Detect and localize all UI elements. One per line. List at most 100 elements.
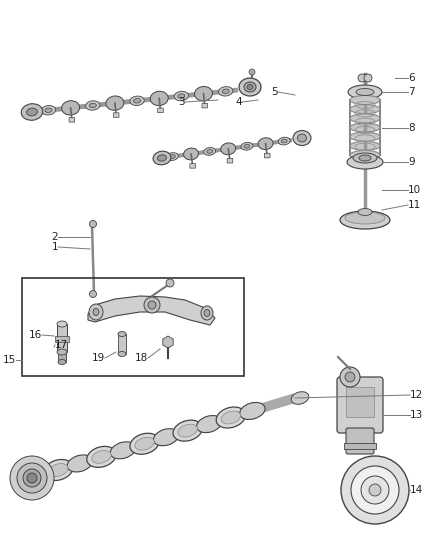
Text: 11: 11 (408, 200, 421, 210)
Circle shape (148, 301, 156, 309)
FancyBboxPatch shape (227, 158, 233, 163)
Bar (22, 278, 244, 376)
Circle shape (10, 456, 54, 500)
Circle shape (351, 466, 399, 514)
Text: 19: 19 (92, 353, 105, 363)
Ellipse shape (57, 321, 67, 327)
Ellipse shape (87, 446, 116, 467)
Ellipse shape (93, 309, 99, 316)
Ellipse shape (350, 132, 380, 141)
Ellipse shape (204, 310, 210, 317)
Ellipse shape (134, 99, 141, 103)
Ellipse shape (353, 153, 377, 163)
Text: 17: 17 (55, 340, 68, 350)
Ellipse shape (350, 150, 380, 159)
Ellipse shape (41, 106, 56, 115)
Ellipse shape (350, 95, 380, 104)
Ellipse shape (158, 155, 166, 161)
Circle shape (358, 74, 366, 82)
Circle shape (361, 476, 389, 504)
Ellipse shape (359, 155, 371, 161)
Ellipse shape (281, 139, 287, 143)
Circle shape (166, 279, 174, 287)
Ellipse shape (57, 349, 67, 355)
Ellipse shape (216, 407, 245, 428)
Text: 4: 4 (235, 97, 242, 107)
Ellipse shape (221, 411, 240, 424)
Text: 7: 7 (408, 87, 415, 97)
Circle shape (89, 290, 96, 297)
Ellipse shape (221, 143, 236, 155)
Text: 13: 13 (410, 410, 423, 420)
Ellipse shape (240, 402, 265, 419)
FancyBboxPatch shape (190, 164, 195, 168)
Ellipse shape (194, 86, 212, 101)
Text: 16: 16 (29, 330, 42, 340)
Ellipse shape (92, 450, 111, 463)
Ellipse shape (293, 131, 311, 146)
Ellipse shape (58, 359, 66, 365)
Ellipse shape (219, 86, 233, 96)
Ellipse shape (44, 459, 73, 481)
Text: 9: 9 (408, 157, 415, 167)
Ellipse shape (297, 134, 307, 142)
Text: 8: 8 (408, 123, 415, 133)
Circle shape (27, 473, 37, 483)
Ellipse shape (118, 332, 126, 336)
Circle shape (249, 69, 255, 75)
Ellipse shape (106, 96, 124, 110)
Ellipse shape (204, 148, 215, 155)
Ellipse shape (85, 101, 100, 110)
Ellipse shape (350, 123, 380, 132)
FancyBboxPatch shape (69, 117, 75, 122)
FancyBboxPatch shape (113, 113, 119, 117)
Ellipse shape (350, 104, 380, 114)
Ellipse shape (347, 155, 383, 169)
Ellipse shape (340, 211, 390, 229)
Bar (346, 387, 374, 417)
Ellipse shape (27, 108, 37, 116)
Ellipse shape (67, 455, 92, 472)
Circle shape (17, 463, 47, 493)
Ellipse shape (358, 208, 372, 215)
Ellipse shape (197, 416, 222, 433)
Circle shape (364, 74, 372, 82)
Ellipse shape (239, 78, 261, 96)
Circle shape (369, 484, 381, 496)
Ellipse shape (178, 424, 198, 437)
Ellipse shape (356, 88, 374, 95)
Ellipse shape (150, 91, 168, 106)
Text: 6: 6 (408, 73, 415, 83)
Ellipse shape (21, 104, 43, 120)
Ellipse shape (222, 89, 229, 93)
Text: 1: 1 (51, 242, 58, 252)
Text: 18: 18 (135, 353, 148, 363)
Ellipse shape (45, 108, 52, 112)
Ellipse shape (173, 420, 202, 441)
Text: 10: 10 (408, 185, 421, 195)
Ellipse shape (278, 137, 290, 145)
Ellipse shape (291, 392, 309, 405)
Text: 15: 15 (3, 355, 16, 365)
Ellipse shape (118, 351, 126, 357)
Ellipse shape (110, 442, 136, 459)
Ellipse shape (166, 152, 178, 160)
Circle shape (345, 372, 355, 382)
Ellipse shape (201, 306, 213, 320)
Circle shape (340, 367, 360, 387)
Polygon shape (88, 296, 215, 325)
Ellipse shape (247, 85, 253, 90)
Bar (57, 324, 67, 352)
FancyBboxPatch shape (202, 103, 208, 108)
Text: 12: 12 (410, 390, 423, 400)
Ellipse shape (170, 155, 175, 158)
Ellipse shape (174, 91, 188, 101)
Ellipse shape (178, 94, 185, 98)
Text: 5: 5 (272, 87, 278, 97)
FancyBboxPatch shape (337, 377, 383, 433)
Bar (344, 443, 376, 449)
Bar (118, 334, 126, 354)
Circle shape (89, 221, 96, 228)
FancyBboxPatch shape (158, 108, 163, 112)
Circle shape (341, 456, 409, 524)
